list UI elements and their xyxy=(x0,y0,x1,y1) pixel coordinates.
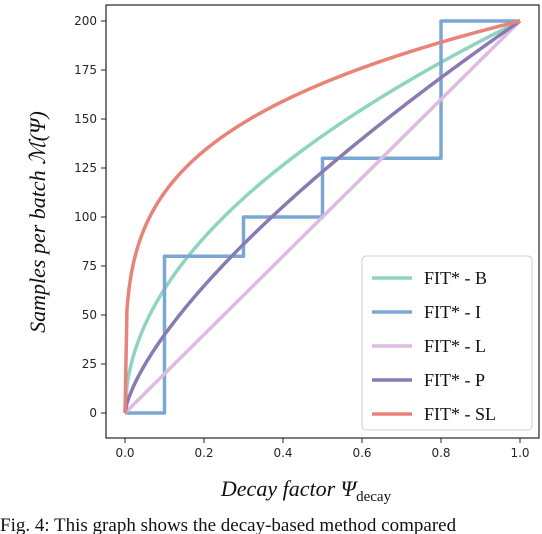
legend-label-5: FIT* - SL xyxy=(424,404,496,424)
x-tick-label: 0.6 xyxy=(352,446,371,460)
legend-label-2: FIT* - I xyxy=(424,302,481,322)
y-tick-label: 125 xyxy=(74,161,97,175)
series-line-5 xyxy=(123,19,521,414)
series-line-1 xyxy=(123,19,521,414)
legend-label-1: FIT* - B xyxy=(424,268,487,288)
chart: 0.0 0.2 0.4 0.6 0.8 1.0 0 25 50 75 100 125 150 175 200… xyxy=(25,4,540,505)
y-tick-label: 100 xyxy=(74,210,97,224)
y-tick-label: 150 xyxy=(74,112,97,126)
y-tick-label: 0 xyxy=(89,406,97,420)
figure-caption: Fig. 4: This graph shows the decay-based… xyxy=(0,518,457,534)
x-axis-title: Decay factor Ψdecay xyxy=(220,476,392,505)
y-axis-title: Samples per batch ℳ(Ψ) xyxy=(25,111,50,333)
plot-frame xyxy=(105,4,540,439)
x-tick-label: 0.2 xyxy=(194,446,213,460)
legend-box xyxy=(361,255,533,431)
y-tick-label: 25 xyxy=(82,357,97,371)
series-lines xyxy=(123,19,522,415)
x-tick-label: 0.8 xyxy=(431,446,450,460)
y-tick-label: 75 xyxy=(82,259,97,273)
y-tick-label: 50 xyxy=(82,308,97,322)
series-line-3 xyxy=(123,19,522,415)
series-line-4 xyxy=(123,19,521,414)
y-tick-label: 175 xyxy=(74,63,97,77)
axis-ticks: 0.0 0.2 0.4 0.6 0.8 1.0 0 25 50 75 100 125 150 175 200 xyxy=(74,14,529,460)
legend: FIT* - B FIT* - I FIT* - L FIT* - P FIT* - S… xyxy=(361,255,533,431)
x-tick-label: 0.4 xyxy=(273,446,292,460)
legend-label-4: FIT* - P xyxy=(424,370,485,390)
legend-label-3: FIT* - L xyxy=(424,336,486,356)
x-tick-label: 1.0 xyxy=(510,446,529,460)
y-tick-label: 200 xyxy=(74,14,97,28)
x-tick-label: 0.0 xyxy=(115,446,134,460)
